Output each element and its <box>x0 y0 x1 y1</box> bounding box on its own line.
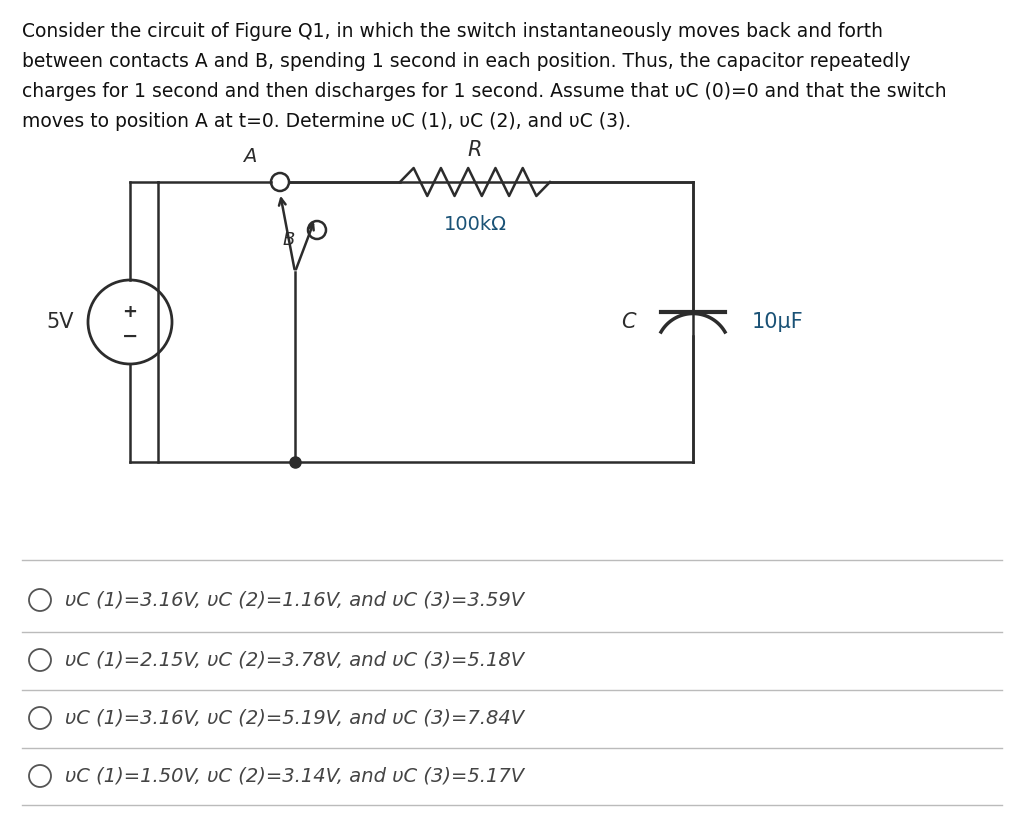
Text: B: B <box>283 231 295 249</box>
Text: υC (1)=2.15V, υC (2)=3.78V, and υC (3)=5.18V: υC (1)=2.15V, υC (2)=3.78V, and υC (3)=5… <box>65 650 524 669</box>
Text: υC (1)=3.16V, υC (2)=1.16V, and υC (3)=3.59V: υC (1)=3.16V, υC (2)=1.16V, and υC (3)=3… <box>65 591 524 609</box>
Text: +: + <box>123 303 137 321</box>
Text: R: R <box>468 140 482 160</box>
Text: moves to position A at t=0. Determine υC (1), υC (2), and υC (3).: moves to position A at t=0. Determine υC… <box>22 112 631 131</box>
Text: −: − <box>122 326 138 345</box>
Text: 10μF: 10μF <box>752 312 804 332</box>
Text: 5V: 5V <box>46 312 74 332</box>
Text: A: A <box>244 147 257 167</box>
Text: Consider the circuit of Figure Q1, in which the switch instantaneously moves bac: Consider the circuit of Figure Q1, in wh… <box>22 22 883 41</box>
Text: 100kΩ: 100kΩ <box>443 214 507 233</box>
Text: υC (1)=3.16V, υC (2)=5.19V, and υC (3)=7.84V: υC (1)=3.16V, υC (2)=5.19V, and υC (3)=7… <box>65 708 524 727</box>
Text: C: C <box>621 312 635 332</box>
Text: υC (1)=1.50V, υC (2)=3.14V, and υC (3)=5.17V: υC (1)=1.50V, υC (2)=3.14V, and υC (3)=5… <box>65 766 524 785</box>
Text: between contacts A and B, spending 1 second in each position. Thus, the capacito: between contacts A and B, spending 1 sec… <box>22 52 910 71</box>
Text: charges for 1 second and then discharges for 1 second. Assume that υC (0)=0 and : charges for 1 second and then discharges… <box>22 82 946 101</box>
